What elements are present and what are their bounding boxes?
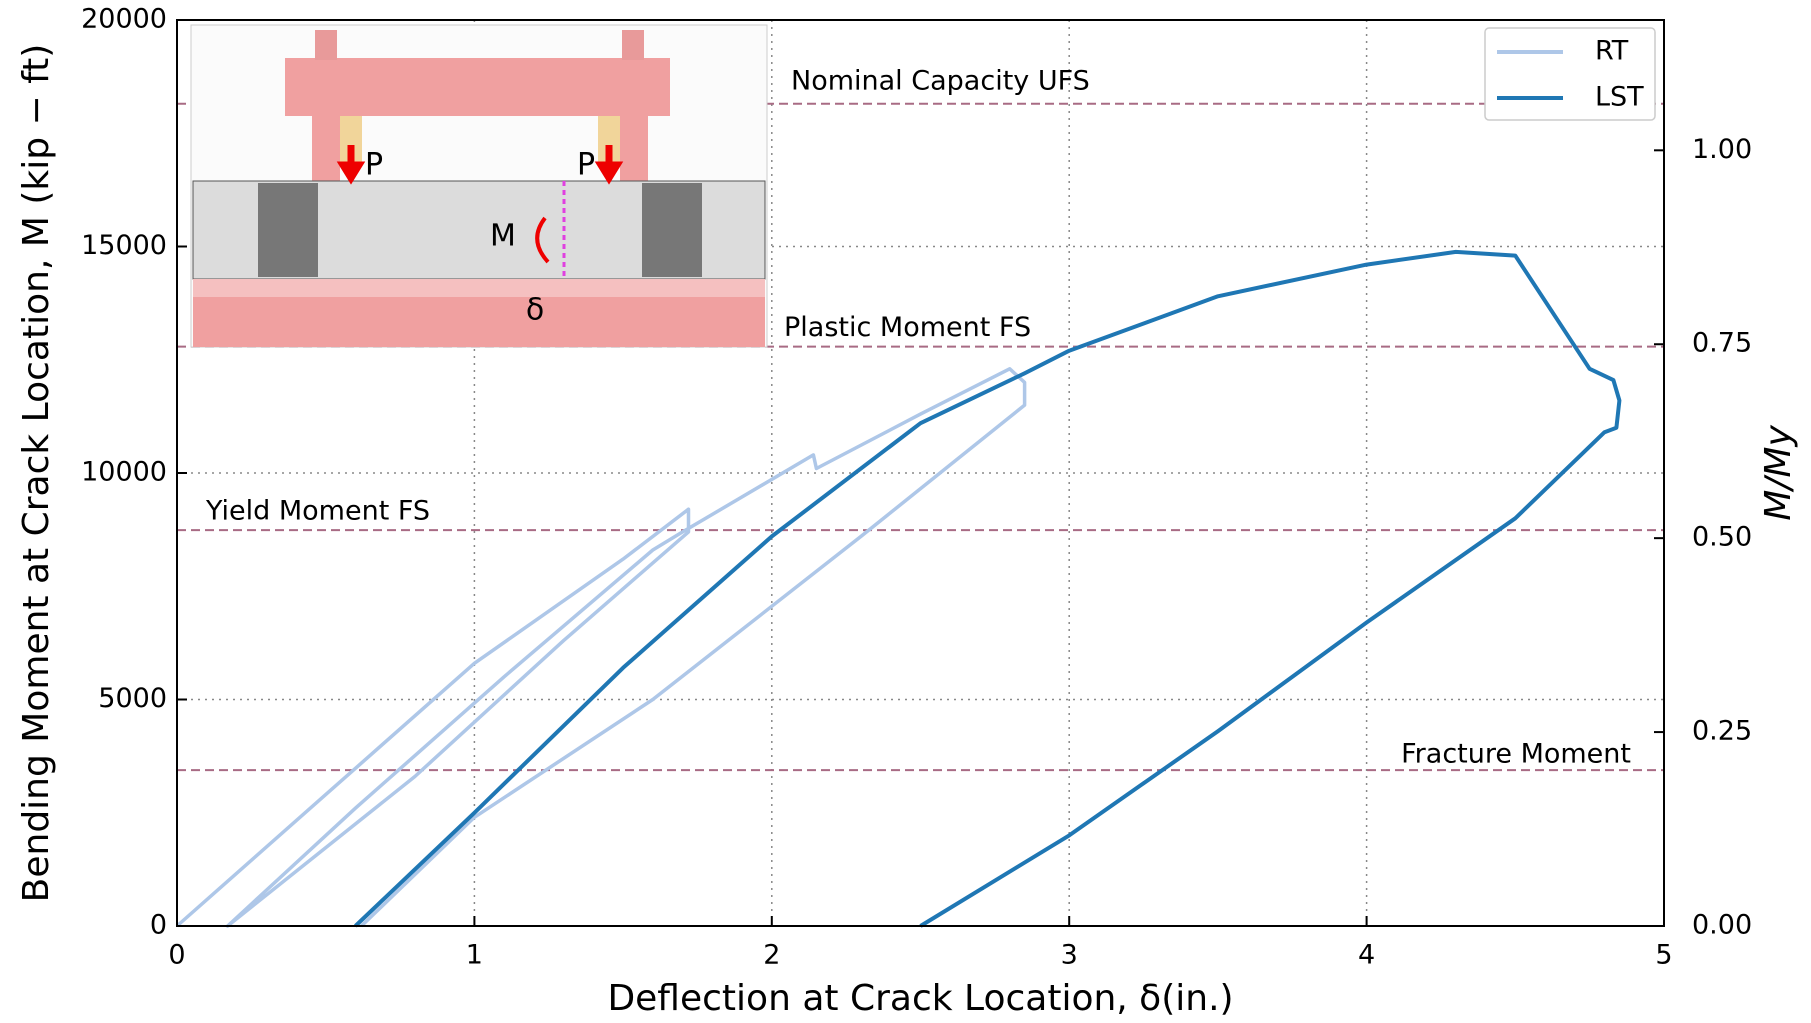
inset-support — [193, 279, 765, 297]
x-tick-label: 3 — [1061, 940, 1078, 971]
inset-column — [620, 116, 648, 181]
y2-tick-label: 0.50 — [1692, 522, 1752, 553]
inset-post — [315, 30, 337, 60]
legend-label: LST — [1595, 82, 1644, 113]
x-tick-label: 5 — [1655, 940, 1672, 971]
x-tick-label: 0 — [168, 940, 185, 971]
inset-bolt-group — [258, 183, 318, 277]
x-axis-label: Deflection at Crack Location, δ(in.) — [607, 978, 1233, 1019]
inset-label: P — [577, 148, 595, 183]
inset-label: δ — [526, 293, 544, 328]
inset-label: M — [490, 219, 516, 254]
inset-bolt-group — [642, 183, 702, 277]
chart: 0 1 2 3 4 5 0 5000 10000 15000 20000 0.00 0.25 0.50 0.… — [0, 0, 1811, 1023]
y-tick-label: 10000 — [81, 457, 167, 488]
inset-column — [312, 116, 340, 181]
y-tick-label: 5000 — [98, 683, 167, 714]
y-tick-label: 20000 — [81, 4, 167, 35]
x-tick-label: 2 — [763, 940, 780, 971]
reference-label: Plastic Moment FS — [784, 312, 1031, 343]
x-tick-label: 1 — [466, 940, 483, 971]
y-axis-label: Bending Moment at Crack Location, M (kip… — [16, 44, 57, 903]
y2-axis-label: M/My — [1758, 425, 1799, 521]
x-tick-label: 4 — [1358, 940, 1375, 971]
reference-label: Fracture Moment — [1401, 739, 1631, 770]
reference-label: Yield Moment FS — [205, 496, 430, 527]
inset-label: P — [365, 148, 383, 183]
series-line — [177, 369, 1025, 926]
y2-tick-label: 0.00 — [1692, 910, 1752, 941]
reference-label: Nominal Capacity UFS — [791, 65, 1090, 96]
inset-base — [193, 297, 765, 347]
y-tick-label: 0 — [150, 910, 167, 941]
y2-tick-label: 1.00 — [1692, 134, 1752, 165]
inset-post — [622, 30, 644, 60]
series-line — [355, 252, 1619, 926]
legend-label: RT — [1595, 36, 1629, 67]
inset-beam-top — [285, 58, 670, 116]
inset-diagram: P P M δ — [191, 25, 767, 347]
y2-tick-label: 0.75 — [1692, 328, 1752, 359]
y2-tick-label: 0.25 — [1692, 716, 1752, 747]
y-tick-label: 15000 — [81, 230, 167, 261]
